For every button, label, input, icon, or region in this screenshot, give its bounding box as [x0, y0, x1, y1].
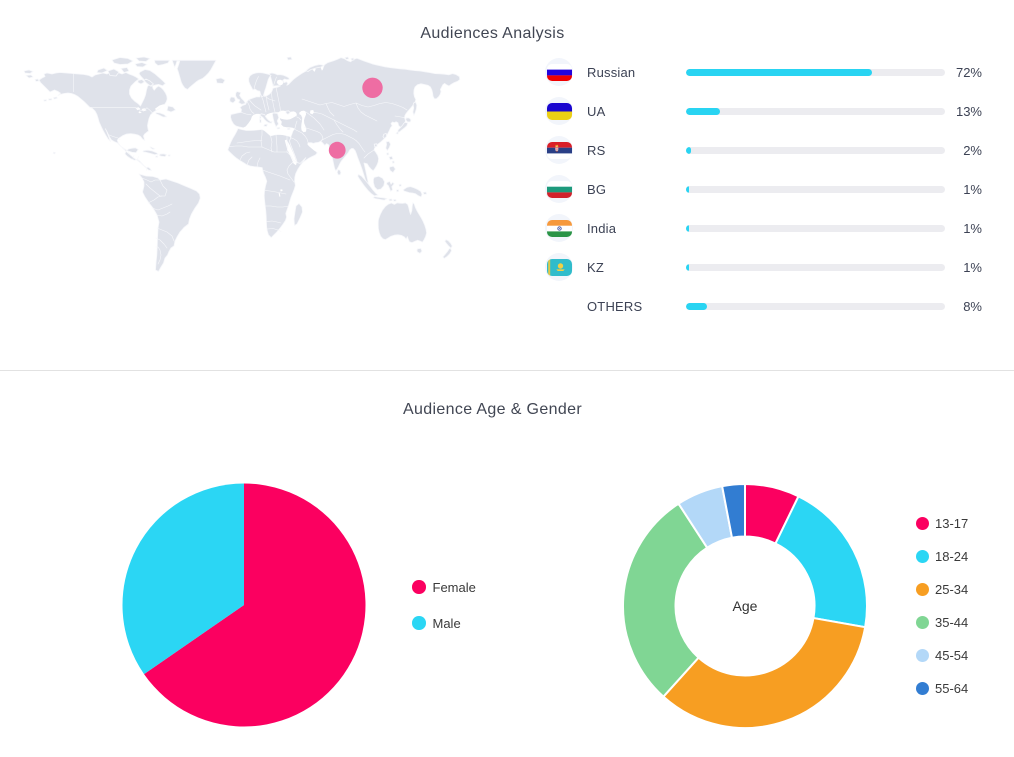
svg-text:Age: Age	[732, 598, 757, 614]
